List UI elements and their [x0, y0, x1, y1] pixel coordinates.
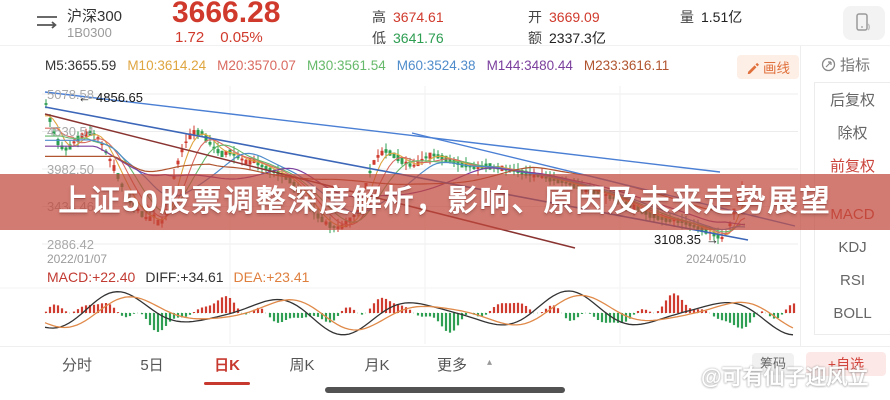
- stat-open: 开 3669.09: [528, 7, 600, 27]
- phone-icon: [856, 13, 870, 31]
- stat-amount-value: 2337.3亿: [549, 30, 606, 46]
- macd-value: MACD:+22.40: [47, 269, 136, 285]
- date-start: 2022/01/07: [47, 252, 108, 266]
- indicator-item-kdj[interactable]: KDJ: [838, 239, 867, 256]
- ma30-label: M30:3561.54: [306, 57, 386, 73]
- home-indicator-bar[interactable]: [325, 387, 565, 393]
- macd-values-row: MACD:+22.40 DIFF:+34.61 DEA:+23.41: [47, 269, 309, 285]
- high-value: 4856.65: [96, 90, 143, 105]
- arrow-right-icon: →: [706, 232, 719, 247]
- gauge-icon: [821, 57, 836, 72]
- diff-value: DIFF:+34.61: [145, 269, 224, 285]
- indicator-button[interactable]: 指标: [801, 54, 890, 75]
- headline-text: 上证50股票调整深度解析，影响、原因及未来走势展望: [58, 185, 832, 218]
- y-axis-label: 3982.50: [47, 162, 94, 177]
- watermark: @可有仙子迎风立: [676, 361, 868, 391]
- stat-high: 高 3674.61: [372, 7, 444, 27]
- change-value: 1.72: [175, 29, 205, 46]
- ma10-label: M10:3614.24: [127, 57, 207, 73]
- stat-low-value: 3641.76: [393, 30, 444, 46]
- tab-monthly[interactable]: 月K: [364, 357, 390, 374]
- pencil-icon: [747, 62, 759, 74]
- change-percent: 0.05%: [220, 29, 263, 46]
- header: 沪深300 1B0300 3666.28 1.72 0.05% 高 3674.6…: [0, 0, 890, 46]
- menu-icon[interactable]: [36, 12, 60, 32]
- stat-amount: 额 2337.3亿: [528, 28, 606, 48]
- stat-high-label: 高: [372, 9, 386, 25]
- y-axis-label: 5078.58: [47, 87, 94, 102]
- tab-minute[interactable]: 分时: [61, 357, 92, 374]
- watermark-text: @可有仙子迎风立: [701, 366, 869, 389]
- active-tab-underline: [204, 382, 250, 385]
- period-tabbar: 分时 5日 日K 周K 月K 更多 ▴ 筹码 +自选: [0, 346, 890, 400]
- indicator-item-boll[interactable]: BOLL: [833, 305, 872, 322]
- index-code: 1B0300: [67, 25, 112, 40]
- stat-volume-label: 量: [680, 9, 694, 25]
- stat-amount-label: 额: [528, 30, 542, 46]
- chevron-up-icon: ▴: [487, 357, 493, 368]
- open-in-app-button[interactable]: [843, 6, 885, 40]
- stat-volume: 量 1.51亿: [680, 7, 742, 27]
- stat-low-label: 低: [372, 30, 386, 46]
- chips-button[interactable]: 筹码: [752, 353, 795, 375]
- index-name: 沪深300: [67, 8, 123, 25]
- adjust-item-backward[interactable]: 后复权: [829, 92, 875, 109]
- date-end: 2024/05/10: [685, 252, 746, 266]
- low-value: 3108.35: [654, 232, 701, 247]
- high-annotation: ← 4856.65: [78, 90, 143, 105]
- stat-high-value: 3674.61: [393, 9, 444, 25]
- draw-line-button[interactable]: 画线: [737, 55, 799, 79]
- ma233-label: M233:3616.11: [583, 57, 670, 73]
- tab-weekly[interactable]: 周K: [289, 357, 315, 374]
- headline-banner: 上证50股票调整深度解析，影响、原因及未来走势展望: [0, 174, 890, 230]
- tab-daily[interactable]: 日K: [214, 357, 240, 374]
- y-axis-label: 2886.42: [47, 237, 94, 252]
- stat-open-value: 3669.09: [549, 9, 600, 25]
- ma144-label: M144:3480.44: [486, 57, 573, 73]
- ma5-label: M5:3655.59: [45, 57, 117, 73]
- ma60-label: M60:3524.38: [396, 57, 476, 73]
- stat-low: 低 3641.76: [372, 28, 444, 48]
- index-price: 3666.28: [172, 0, 281, 29]
- stat-open-label: 开: [528, 9, 542, 25]
- draw-line-label: 画线: [763, 61, 790, 76]
- low-annotation: 3108.35 →: [654, 232, 719, 247]
- ma20-label: M20:3570.07: [217, 57, 296, 73]
- tab-more[interactable]: 更多: [436, 357, 467, 374]
- y-axis-label: 4530.54: [47, 124, 94, 139]
- ma-legend-row: M5:3655.59 M10:3614.24 M20:3570.07 M30:3…: [45, 54, 669, 76]
- index-change: 1.72 0.05%: [175, 29, 263, 46]
- adjust-item-exright[interactable]: 除权: [837, 125, 868, 142]
- stat-volume-value: 1.51亿: [701, 9, 743, 25]
- add-watchlist-button[interactable]: +自选: [806, 352, 886, 376]
- dea-value: DEA:+23.41: [233, 269, 310, 285]
- indicator-label: 指标: [839, 57, 870, 74]
- arrow-left-icon: ←: [78, 90, 91, 105]
- adjust-item-forward[interactable]: 前复权: [829, 158, 875, 175]
- tab-5day[interactable]: 5日: [140, 357, 164, 374]
- indicator-item-rsi[interactable]: RSI: [839, 272, 865, 289]
- weibo-icon: [677, 366, 697, 386]
